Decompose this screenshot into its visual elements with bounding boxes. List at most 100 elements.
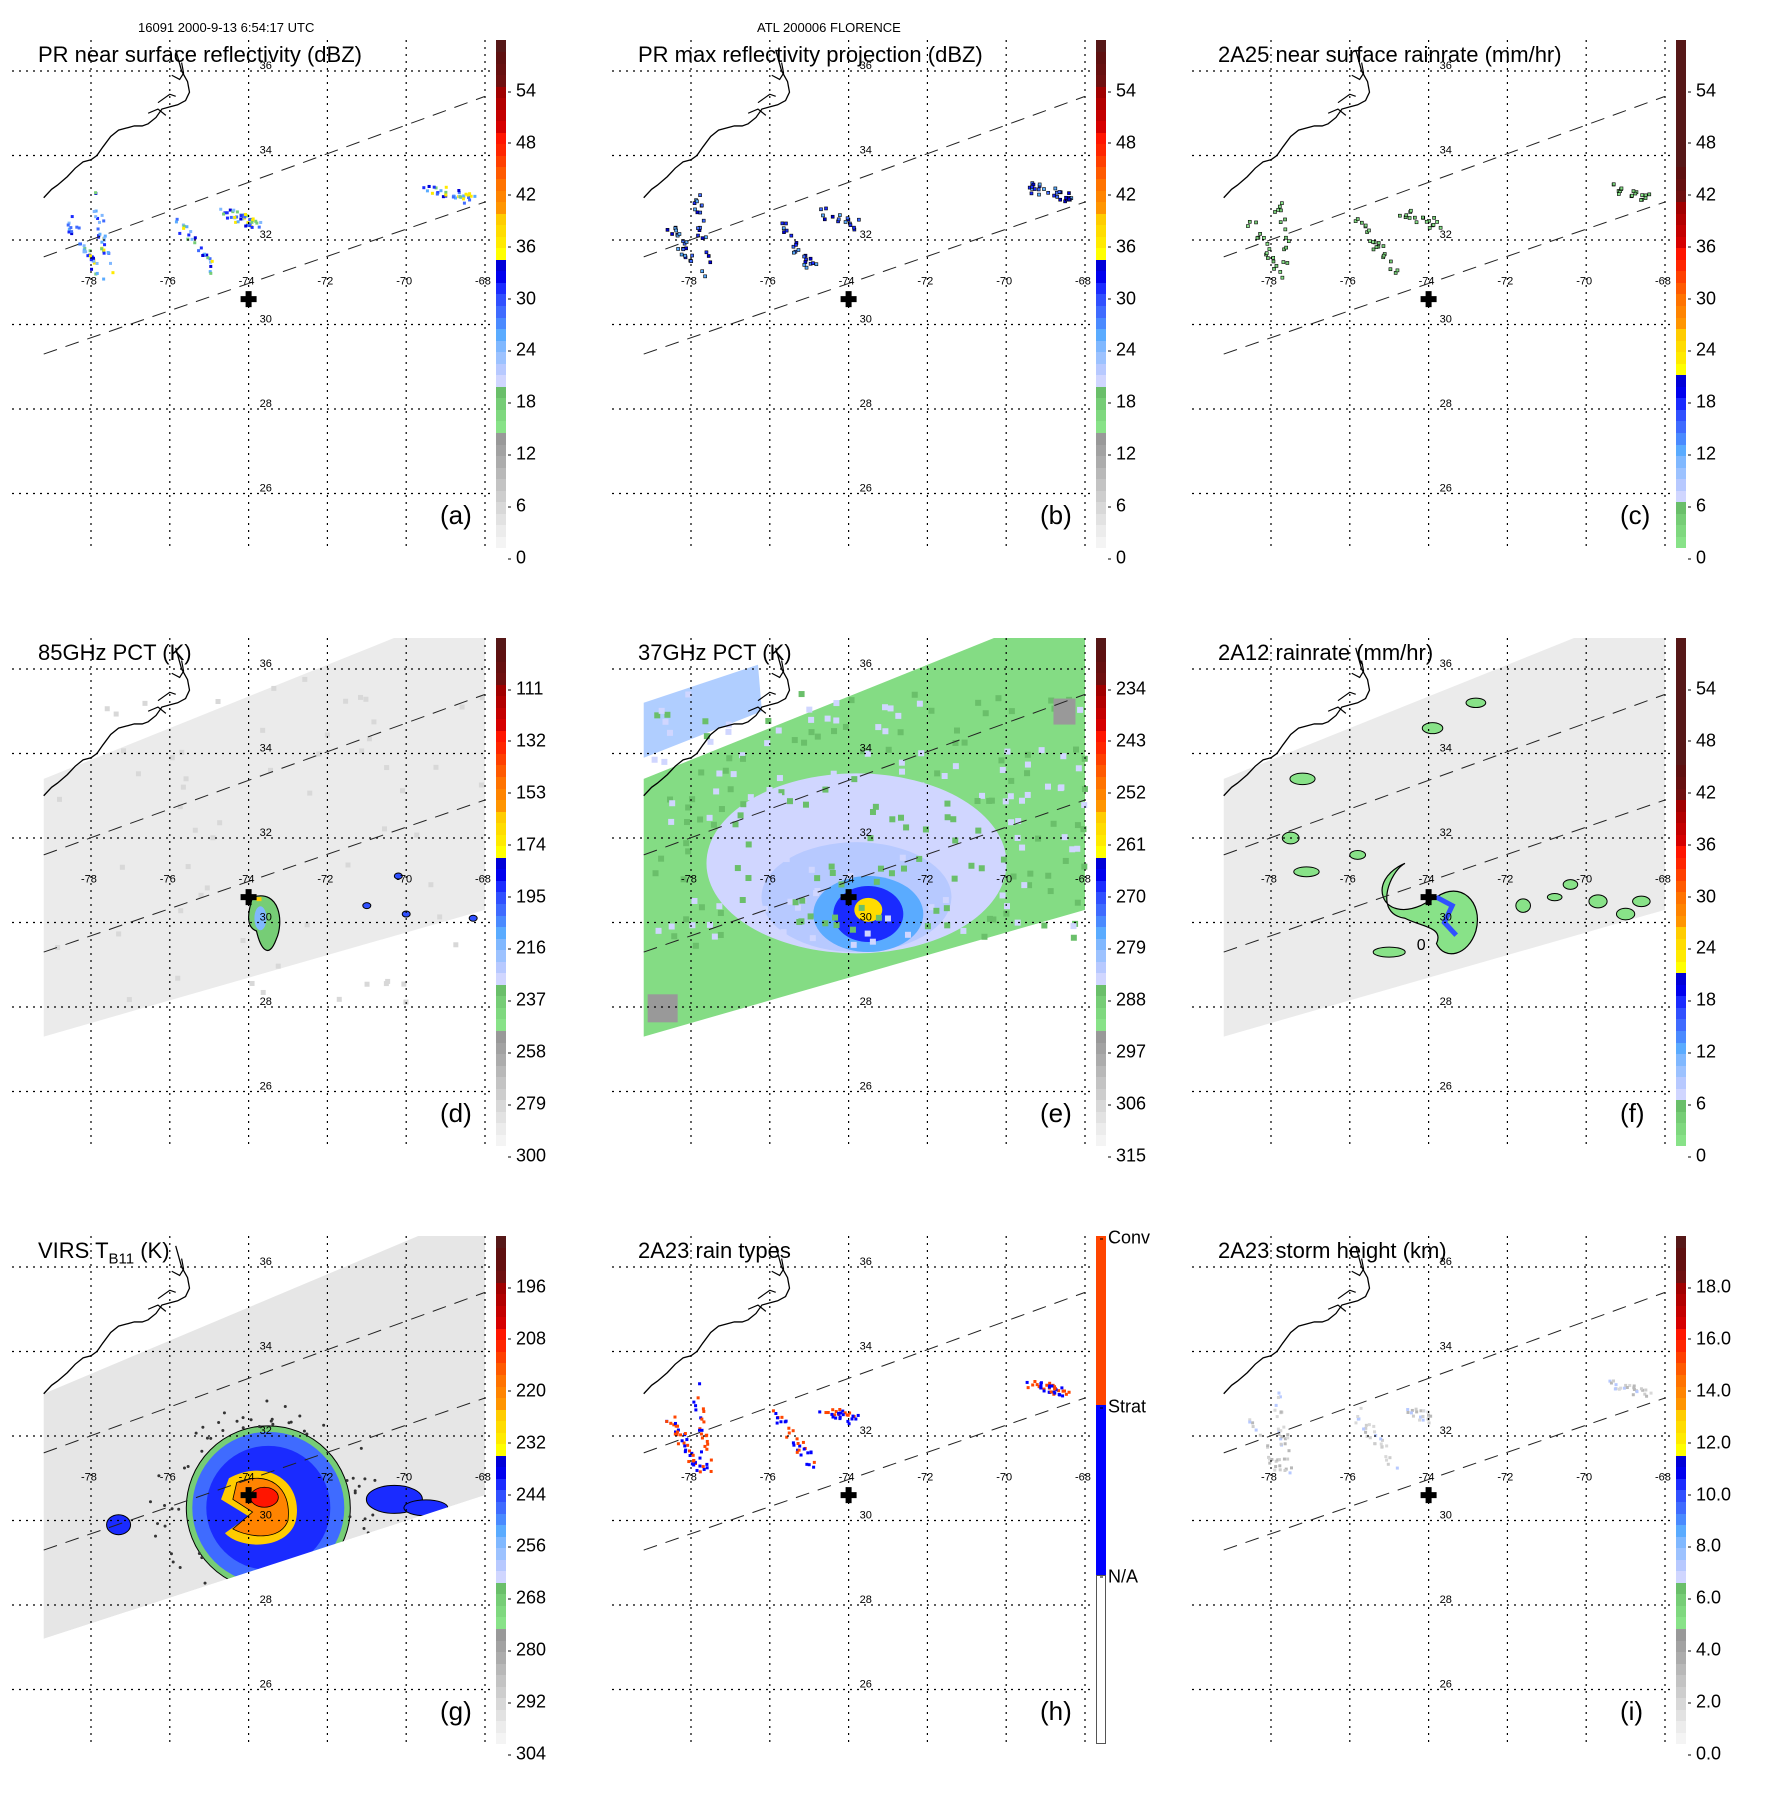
colorbar-segment <box>1096 213 1106 226</box>
coastline <box>643 49 791 199</box>
colorbar-segment <box>1676 1099 1686 1112</box>
colorbar-segment <box>1676 294 1686 307</box>
lat-tick-label: 28 <box>260 1594 272 1606</box>
colorbar-tick-label: 36 <box>1687 834 1717 855</box>
colorbar-segment <box>1096 638 1106 651</box>
colorbar-segment <box>1096 224 1106 237</box>
pr-pixel <box>1368 1436 1372 1440</box>
pr-pixel <box>1026 1386 1030 1390</box>
pr-pixel <box>1631 1393 1635 1397</box>
colorbar-segment <box>496 892 506 905</box>
colorbar-tick-label: 300 <box>507 1145 547 1166</box>
pr-pixel <box>695 1468 699 1472</box>
colorbar-segment <box>496 259 506 272</box>
map-c: -78 -76 -74 -72 -70 -68 36 34 32 30 28 26 <box>1192 40 1671 550</box>
colorbar-segment <box>1676 1524 1686 1537</box>
pr-pixel <box>1283 1442 1287 1446</box>
colorbar-tick-label: 288 <box>1107 989 1147 1010</box>
colorbar-segment <box>1096 834 1106 847</box>
lon-tick-label: -70 <box>1576 275 1592 287</box>
colorbar-segment <box>496 857 506 870</box>
pr-pixel <box>838 1415 842 1419</box>
colorbar-segment <box>1676 892 1686 905</box>
colorbar-segment <box>496 1076 506 1089</box>
pr-pixel <box>1424 219 1429 224</box>
pr-pixel <box>1276 1396 1280 1400</box>
pr-pixel <box>1388 267 1393 272</box>
pr-pixel <box>708 260 713 265</box>
pr-pixel <box>676 1442 680 1446</box>
pr-pixel <box>1427 1421 1431 1425</box>
colorbar-segment <box>1676 1409 1686 1422</box>
pr-pixel <box>1409 208 1413 213</box>
colorbar-segment <box>496 74 506 87</box>
colorbar-segment <box>1676 455 1686 468</box>
colorbar-segment <box>1676 201 1686 214</box>
pr-pixel <box>464 192 468 196</box>
colorbar-tick-label: 30 <box>1107 288 1137 309</box>
colorbar-segment <box>1676 1478 1686 1491</box>
pr-pixel <box>202 252 206 256</box>
pr-pixel <box>178 231 182 235</box>
colorbar-segment <box>1096 513 1106 526</box>
pr-pixel <box>210 259 214 263</box>
pr-pixel <box>846 1419 850 1423</box>
pr-pixel <box>473 194 477 198</box>
colorbar-segment <box>1676 1076 1686 1089</box>
pr-pixel <box>70 215 74 219</box>
colorbar-segment <box>496 247 506 260</box>
pr-pixel <box>785 1435 789 1439</box>
colorbar-tick-label: 24 <box>507 339 537 360</box>
pr-pixel <box>1277 1433 1281 1437</box>
pr-pixel <box>435 192 439 196</box>
pr-pixel <box>1057 190 1062 194</box>
panel-d: -78 -76 -74 -72 -70 -68 36 34 32 30 28 26 85GHz PCT … <box>0 598 600 1196</box>
pr-pixel <box>95 271 99 275</box>
pr-pixel <box>1647 192 1652 197</box>
pr-pixel <box>1427 226 1432 230</box>
colorbar-segment <box>1676 1386 1686 1399</box>
colorbar-tick-label: 48 <box>1107 132 1137 153</box>
colorbar-segment <box>1096 132 1106 145</box>
pr-pixel <box>771 1409 775 1413</box>
colorbar-segment <box>1096 765 1106 778</box>
colorbar-segment <box>496 1065 506 1078</box>
pr-pixel <box>709 1469 713 1473</box>
colorbar-segment <box>1676 1466 1686 1479</box>
pr-pixel <box>801 1440 805 1444</box>
pr-pixel <box>1640 193 1644 197</box>
pr-pixel <box>673 1421 677 1425</box>
pr-pixel <box>1374 245 1379 249</box>
colorbar-segment <box>496 282 506 295</box>
pr-pixel <box>1419 1415 1423 1419</box>
colorbar-tick-label: 48 <box>1687 132 1717 153</box>
lon-tick-label: -76 <box>760 275 776 287</box>
pr-pixel <box>1635 1390 1639 1394</box>
colorbar-segment <box>496 1501 506 1514</box>
pr-pixel <box>689 259 694 263</box>
panel-label: (g) <box>440 1696 472 1726</box>
colorbar-segment <box>1676 363 1686 376</box>
colorbar-segment <box>496 213 506 226</box>
pr-pixel <box>1266 1444 1270 1448</box>
pr-pixel <box>1279 208 1283 213</box>
lat-tick-label: 30 <box>260 314 272 326</box>
colorbar-segment <box>1676 1122 1686 1135</box>
pr-swath-edge <box>1223 1291 1666 1454</box>
colorbar-segment <box>1676 799 1686 812</box>
pr-pixel <box>1286 1457 1290 1461</box>
lat-tick-label: 36 <box>860 1256 872 1268</box>
pr-pixel <box>804 265 809 270</box>
pr-swath-edge <box>1223 693 1666 856</box>
colorbar-tick-label: 174 <box>507 834 547 855</box>
pr-pixel <box>1611 1379 1615 1383</box>
pr-pixel <box>1276 1458 1280 1462</box>
pr-pixel <box>811 261 815 265</box>
pr-pixel <box>1284 235 1288 240</box>
pr-pixel <box>783 1420 787 1424</box>
pr-pixel <box>1357 1417 1361 1421</box>
colorbar-segment <box>1676 374 1686 387</box>
pr-pixel <box>796 1441 800 1445</box>
colorbar-segment <box>1676 421 1686 434</box>
lon-tick-label: -76 <box>760 873 776 885</box>
